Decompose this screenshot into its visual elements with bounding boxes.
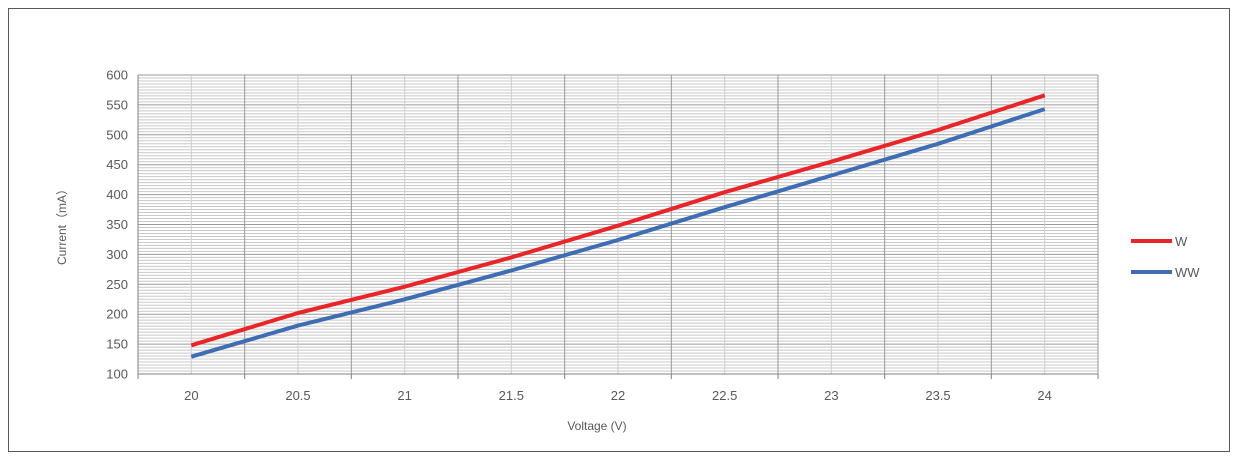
x-tick-label: 21.5: [499, 388, 524, 403]
x-tick-label: 21: [397, 388, 411, 403]
x-tick-label: 20.5: [285, 388, 310, 403]
x-axis-label: Voltage (V): [567, 419, 626, 433]
y-axis-label: Current（mA）: [55, 183, 69, 265]
series-line-w: [190, 93, 1046, 348]
x-tick-label: 24: [1037, 388, 1051, 403]
legend-label-w: W: [1175, 234, 1188, 249]
y-axis-ticks: 100 150 200 250 300 350 400 450 500 550 600: [106, 68, 128, 382]
y-tick-label: 400: [106, 187, 128, 202]
y-tick-label: 550: [106, 97, 128, 112]
y-tick-label: 200: [106, 307, 128, 322]
series-lines: [190, 93, 1046, 359]
x-tick-label: 22.5: [712, 388, 737, 403]
y-tick-label: 350: [106, 217, 128, 232]
y-tick-label: 300: [106, 247, 128, 262]
axes: [137, 75, 1099, 379]
x-axis-ticks: 20 20.5 21 21.5 22 22.5 23 23.5 24: [184, 388, 1052, 403]
legend-label-ww: WW: [1175, 265, 1200, 280]
y-tick-label: 150: [106, 337, 128, 352]
y-tick-label: 250: [106, 277, 128, 292]
x-tick-label: 22: [611, 388, 625, 403]
x-tick-label: 20: [184, 388, 198, 403]
x-tick-label: 23.5: [925, 388, 950, 403]
x-tick-label: 23: [824, 388, 838, 403]
legend: WWW: [1131, 234, 1200, 280]
series-line-ww: [190, 107, 1046, 359]
grid: [137, 74, 1099, 375]
y-tick-label: 500: [106, 127, 128, 142]
y-tick-label: 450: [106, 157, 128, 172]
y-tick-label: 100: [106, 367, 128, 382]
y-tick-label: 600: [106, 68, 128, 83]
